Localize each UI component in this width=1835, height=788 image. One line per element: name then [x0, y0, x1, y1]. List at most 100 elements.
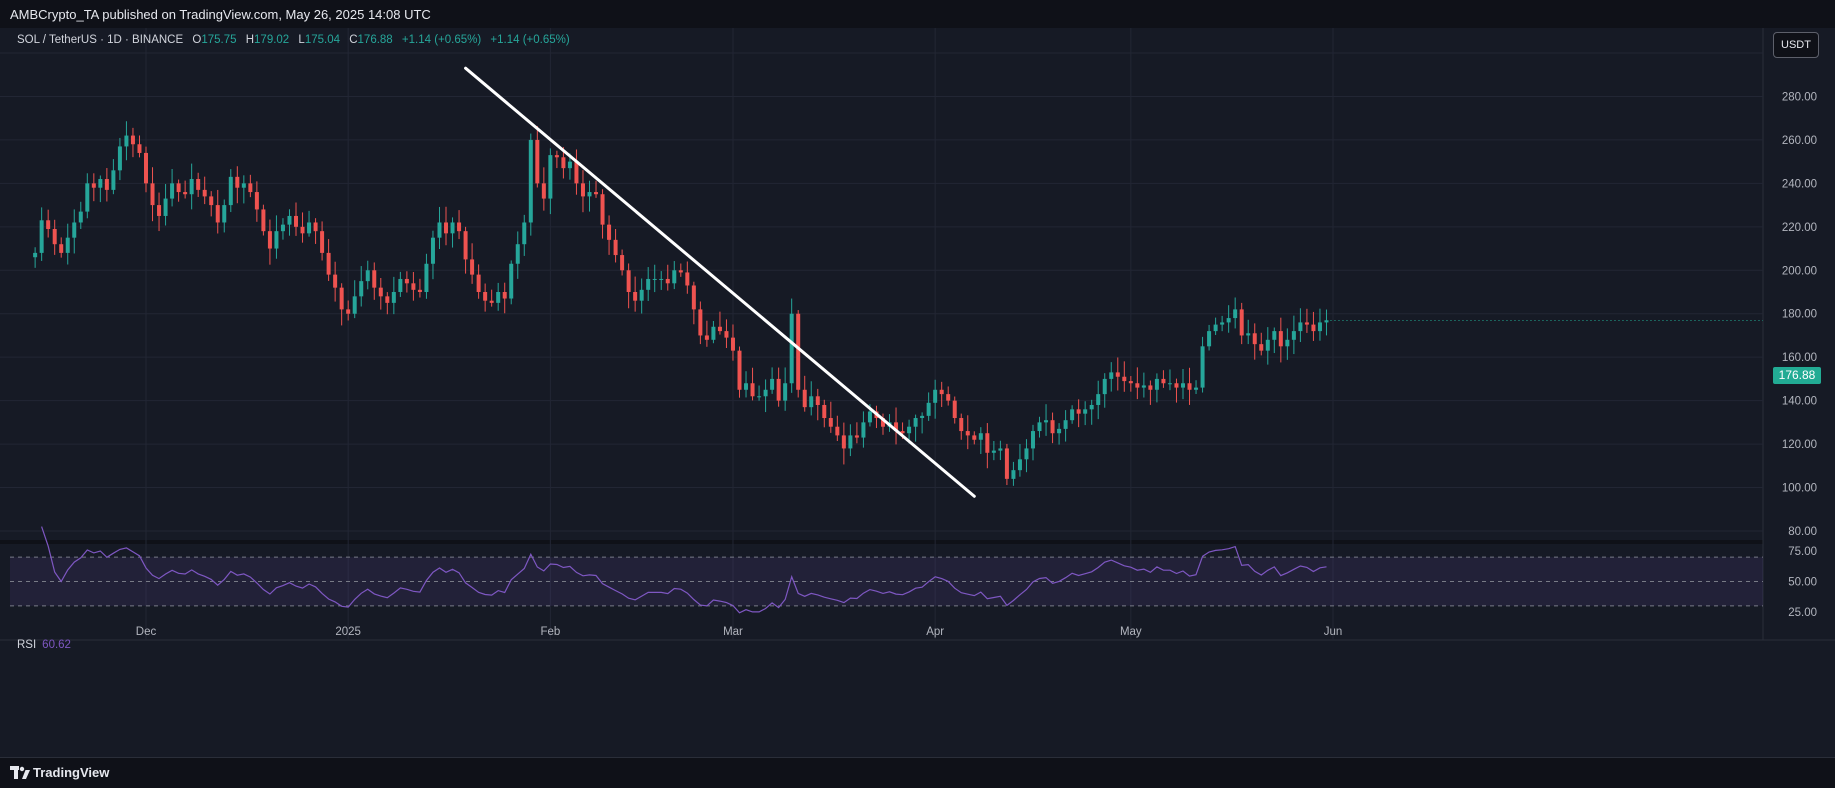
- candle-down[interactable]: [489, 300, 494, 303]
- candle-down[interactable]: [620, 255, 625, 271]
- candle-up[interactable]: [587, 192, 592, 197]
- candle-up[interactable]: [1226, 318, 1231, 323]
- candle-up[interactable]: [991, 450, 996, 453]
- candle-down[interactable]: [300, 226, 305, 234]
- candle-up[interactable]: [222, 205, 227, 223]
- candle-up[interactable]: [424, 263, 429, 292]
- candle-down[interactable]: [417, 289, 422, 292]
- candle-up[interactable]: [398, 278, 403, 292]
- candle-up[interactable]: [1070, 409, 1075, 421]
- candle-down[interactable]: [678, 270, 683, 273]
- candle-up[interactable]: [998, 448, 1003, 451]
- candle-up[interactable]: [1180, 383, 1185, 388]
- candle-up[interactable]: [548, 155, 553, 199]
- candle-down[interactable]: [215, 205, 220, 223]
- candle-up[interactable]: [1044, 420, 1049, 423]
- candle-down[interactable]: [613, 239, 618, 256]
- candle-down[interactable]: [339, 287, 344, 310]
- candle-up[interactable]: [117, 146, 122, 171]
- candle-up[interactable]: [1030, 431, 1035, 449]
- candle-down[interactable]: [972, 435, 977, 440]
- candle-up[interactable]: [1057, 428, 1062, 434]
- candle-up[interactable]: [757, 396, 762, 398]
- candle-up[interactable]: [33, 252, 38, 258]
- tradingview-logo-icon[interactable]: [10, 766, 30, 780]
- candle-down[interactable]: [261, 209, 266, 232]
- candle-down[interactable]: [1122, 376, 1127, 382]
- candle-down[interactable]: [196, 179, 201, 190]
- candle-down[interactable]: [946, 394, 951, 401]
- candle-down[interactable]: [633, 292, 638, 301]
- candle-down[interactable]: [894, 422, 899, 432]
- candle-up[interactable]: [170, 183, 175, 199]
- candle-down[interactable]: [939, 389, 944, 395]
- candle-up[interactable]: [228, 176, 233, 206]
- candle-up[interactable]: [39, 220, 44, 253]
- candle-up[interactable]: [72, 222, 77, 238]
- candle-up[interactable]: [1233, 309, 1238, 319]
- candle-up[interactable]: [907, 426, 912, 434]
- candle-down[interactable]: [626, 270, 631, 292]
- candle-up[interactable]: [1154, 378, 1159, 390]
- candle-down[interactable]: [737, 350, 742, 390]
- candle-down[interactable]: [1076, 409, 1081, 414]
- chart-area[interactable]: 300.00280.00260.00240.00220.00200.00180.…: [0, 28, 1835, 757]
- candle-up[interactable]: [770, 378, 775, 390]
- candle-down[interactable]: [704, 335, 709, 340]
- candle-up[interactable]: [274, 231, 279, 249]
- candle-up[interactable]: [515, 244, 520, 264]
- candle-up[interactable]: [920, 415, 925, 419]
- candle-down[interactable]: [411, 283, 416, 290]
- candle-down[interactable]: [470, 259, 475, 275]
- candle-down[interactable]: [235, 176, 240, 188]
- candle-down[interactable]: [1128, 381, 1133, 384]
- candle-down[interactable]: [1050, 420, 1055, 434]
- candle-down[interactable]: [717, 326, 722, 332]
- candle-down[interactable]: [828, 418, 833, 427]
- candle-up[interactable]: [189, 179, 194, 195]
- candle-up[interactable]: [744, 383, 749, 390]
- candle-down[interactable]: [665, 278, 670, 284]
- candle-down[interactable]: [724, 331, 729, 338]
- candle-down[interactable]: [1148, 385, 1153, 390]
- candle-up[interactable]: [522, 222, 527, 245]
- candle-up[interactable]: [1063, 420, 1068, 429]
- candle-up[interactable]: [567, 161, 572, 169]
- candle-down[interactable]: [835, 426, 840, 436]
- candle-down[interactable]: [802, 389, 807, 408]
- candle-down[interactable]: [52, 228, 57, 245]
- candle-up[interactable]: [78, 211, 83, 223]
- candle-down[interactable]: [385, 296, 390, 303]
- candle-down[interactable]: [822, 404, 827, 419]
- candle-up[interactable]: [639, 289, 644, 301]
- candle-down[interactable]: [607, 224, 612, 240]
- candle-down[interactable]: [144, 152, 148, 184]
- candle-down[interactable]: [326, 252, 331, 275]
- candle-up[interactable]: [450, 222, 455, 234]
- candle-up[interactable]: [672, 270, 677, 284]
- candle-up[interactable]: [1272, 331, 1277, 340]
- candle-up[interactable]: [1167, 383, 1172, 385]
- candle-up[interactable]: [1102, 378, 1107, 395]
- candle-up[interactable]: [652, 278, 657, 280]
- candle-down[interactable]: [574, 161, 579, 184]
- candle-down[interactable]: [1239, 309, 1244, 336]
- candle-down[interactable]: [463, 231, 468, 260]
- candle-down[interactable]: [880, 418, 885, 427]
- candle-up[interactable]: [1317, 322, 1322, 332]
- candle-up[interactable]: [528, 139, 533, 223]
- candle-down[interactable]: [157, 205, 162, 216]
- candle-up[interactable]: [163, 198, 168, 216]
- candle-up[interactable]: [1017, 459, 1022, 471]
- candle-up[interactable]: [1089, 404, 1094, 410]
- candle-down[interactable]: [502, 292, 507, 299]
- candle-down[interactable]: [854, 435, 859, 438]
- candle-up[interactable]: [913, 418, 918, 427]
- candle-down[interactable]: [815, 396, 820, 405]
- candle-down[interactable]: [959, 418, 964, 432]
- candle-up[interactable]: [646, 278, 651, 290]
- candle-up[interactable]: [1291, 331, 1296, 340]
- candle-up[interactable]: [659, 278, 664, 280]
- candle-up[interactable]: [437, 222, 442, 238]
- candle-down[interactable]: [900, 431, 905, 434]
